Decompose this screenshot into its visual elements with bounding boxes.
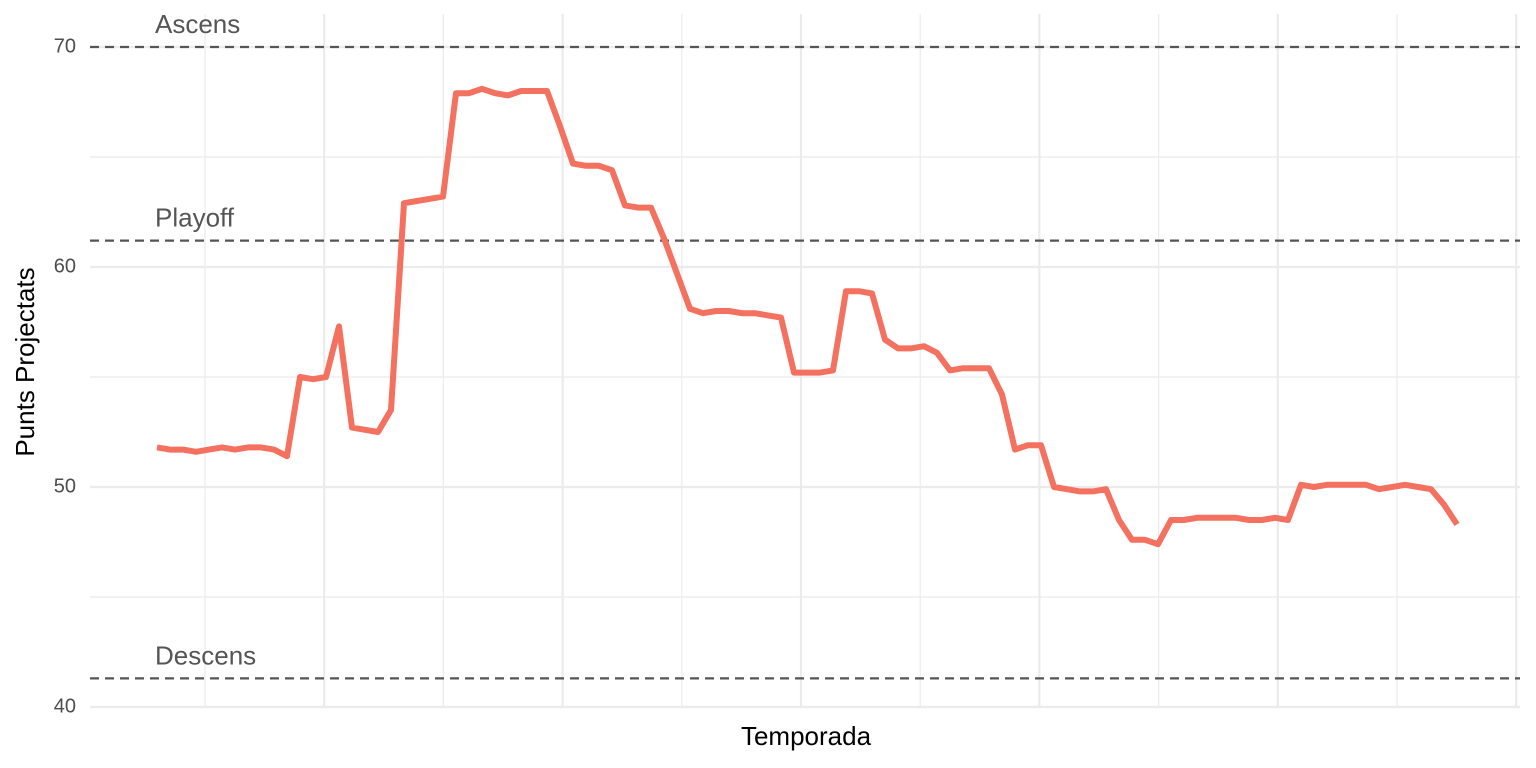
- y-tick-label: 50: [54, 475, 76, 497]
- data-line: [156, 85, 1460, 548]
- y-tick-label: 70: [54, 35, 76, 57]
- reference-label: Ascens: [155, 9, 240, 39]
- x-axis-title: Temporada: [741, 721, 872, 751]
- y-axis-title: Punts Projectats: [10, 267, 40, 456]
- reference-label: Descens: [155, 640, 256, 670]
- y-tick-label: 40: [54, 695, 76, 717]
- reference-label: Playoff: [155, 202, 235, 232]
- y-tick-label: 60: [54, 255, 76, 277]
